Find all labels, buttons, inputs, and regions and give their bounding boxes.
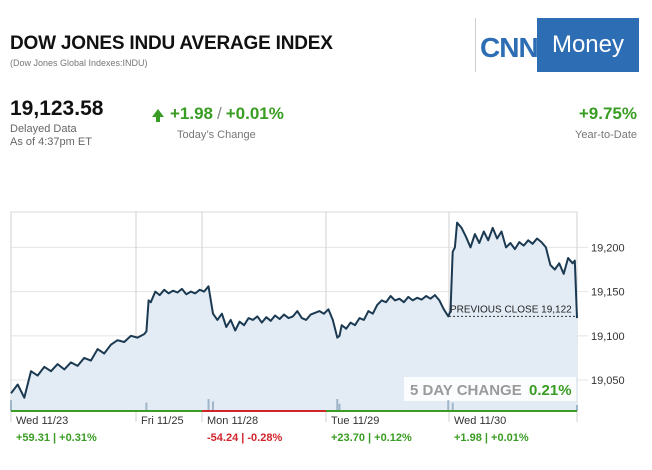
volume-bar [447,400,450,411]
delayed-info: Delayed Data As of 4:37pm ET [10,123,92,149]
volume-bar [338,403,341,411]
cnn-logo[interactable]: CNN [480,32,539,63]
page-title: DOW JONES INDU AVERAGE INDEX [10,33,333,54]
ytd-label: Year-to-Date [575,129,637,141]
volume-bar [10,400,12,411]
previous-close-label: PREVIOUS CLOSE 19,122 [450,304,572,315]
day-change: +59.31 | +0.31% [16,432,97,444]
change-percent: +0.01% [225,104,284,123]
y-tick-label: 19,150 [591,287,625,299]
money-logo[interactable]: Money [537,18,639,72]
day-label: Fri 11/25 [141,415,184,427]
volume-bar [211,401,214,411]
volume-bar [576,405,578,411]
volume-bar [207,399,210,411]
y-tick-label: 19,100 [591,331,625,343]
price-area [11,222,577,411]
day-label: Mon 11/28 [207,415,258,427]
as-of-time: As of 4:37pm ET [10,136,92,148]
day-label: Wed 11/30 [454,415,506,427]
y-tick-label: 19,050 [591,375,625,387]
day-change: +23.70 | +0.12% [331,432,412,444]
y-tick-label: 19,200 [591,242,625,254]
index-subtitle: (Dow Jones Global Indexes:INDU) [10,58,148,68]
five-day-box [404,377,576,401]
five-day-change-label: 5 DAY CHANGE [410,382,522,399]
day-label: Wed 11/23 [16,415,68,427]
five-day-change-value: 0.21% [529,382,572,399]
day-change: -54.24 | -0.28% [207,432,282,444]
change-separator: / [217,104,222,123]
arrow-up-icon [152,109,164,122]
day-label: Tue 11/29 [331,415,379,427]
todays-change-label: Today’s Change [177,129,256,141]
price-line [10,221,578,399]
change-points: +1.98 [170,104,214,123]
index-price: 19,123.58 [10,97,104,120]
day-change: +1.98 | +0.01% [454,432,529,444]
logo-divider [475,18,476,72]
volume-bar [451,402,454,411]
delayed-label: Delayed Data [10,123,77,135]
ytd-value: +9.75% [578,104,637,123]
volume-bar [145,402,148,411]
volume-bar [336,399,339,411]
todays-change: +1.98/+0.01% [152,104,284,124]
